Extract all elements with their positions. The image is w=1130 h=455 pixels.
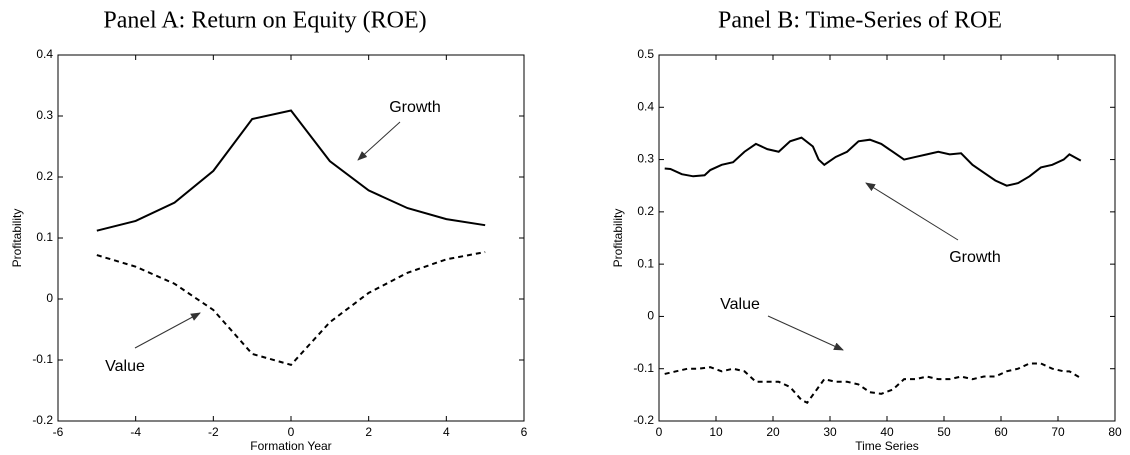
x-tick-label: 30 (823, 425, 837, 439)
series-line (96, 109, 486, 232)
x-tick-label: 0 (288, 425, 295, 439)
annotation-arrow (357, 121, 401, 161)
series-label: Growth (389, 99, 441, 116)
y-axis-label: Profitability (611, 209, 625, 268)
annotation-arrow (134, 312, 201, 349)
x-tick-label: 4 (443, 425, 450, 439)
series-line (664, 362, 1082, 404)
x-axis-label: Time Series (855, 439, 919, 453)
y-tick-label: -0.1 (633, 361, 654, 375)
series-label: Value (720, 296, 760, 313)
series-line (96, 251, 486, 367)
y-tick-label: 0 (647, 309, 654, 323)
y-tick-label: 0 (46, 291, 53, 305)
chart-title: Panel A: Return on Equity (ROE) (103, 8, 426, 34)
x-tick-label: 10 (709, 425, 723, 439)
x-tick-label: 80 (1108, 425, 1122, 439)
series-line (664, 136, 1082, 187)
x-tick-label: 40 (880, 425, 894, 439)
x-tick-label: 20 (766, 425, 780, 439)
x-axis-label: Formation Year (250, 439, 331, 453)
series-label: Growth (949, 249, 1001, 266)
y-tick-label: -0.1 (32, 352, 53, 366)
x-tick-label: 70 (1051, 425, 1065, 439)
x-tick-label: 50 (937, 425, 951, 439)
chart-title: Panel B: Time-Series of ROE (718, 8, 1002, 34)
plot-frame (658, 54, 1116, 422)
y-tick-label: 0.4 (637, 99, 654, 113)
y-tick-label: 0.3 (36, 108, 53, 122)
x-tick-label: 60 (994, 425, 1008, 439)
annotation-arrow (865, 182, 959, 241)
x-tick-label: 0 (656, 425, 663, 439)
x-tick-label: 6 (521, 425, 528, 439)
y-tick-label: 0.5 (637, 47, 654, 61)
x-tick-label: -4 (130, 425, 141, 439)
y-tick-label: 0.4 (36, 47, 53, 61)
y-tick-label: 0.2 (36, 169, 53, 183)
series-label: Value (105, 358, 145, 375)
y-tick-label: 0.2 (637, 204, 654, 218)
y-tick-label: 0.3 (637, 152, 654, 166)
x-tick-label: -6 (53, 425, 64, 439)
x-tick-label: -2 (208, 425, 219, 439)
y-tick-label: 0.1 (637, 256, 654, 270)
y-axis-label: Profitability (10, 209, 24, 268)
y-tick-label: -0.2 (32, 413, 53, 427)
annotation-arrow (767, 315, 844, 351)
x-tick-label: 2 (365, 425, 372, 439)
y-tick-label: -0.2 (633, 413, 654, 427)
y-tick-label: 0.1 (36, 230, 53, 244)
